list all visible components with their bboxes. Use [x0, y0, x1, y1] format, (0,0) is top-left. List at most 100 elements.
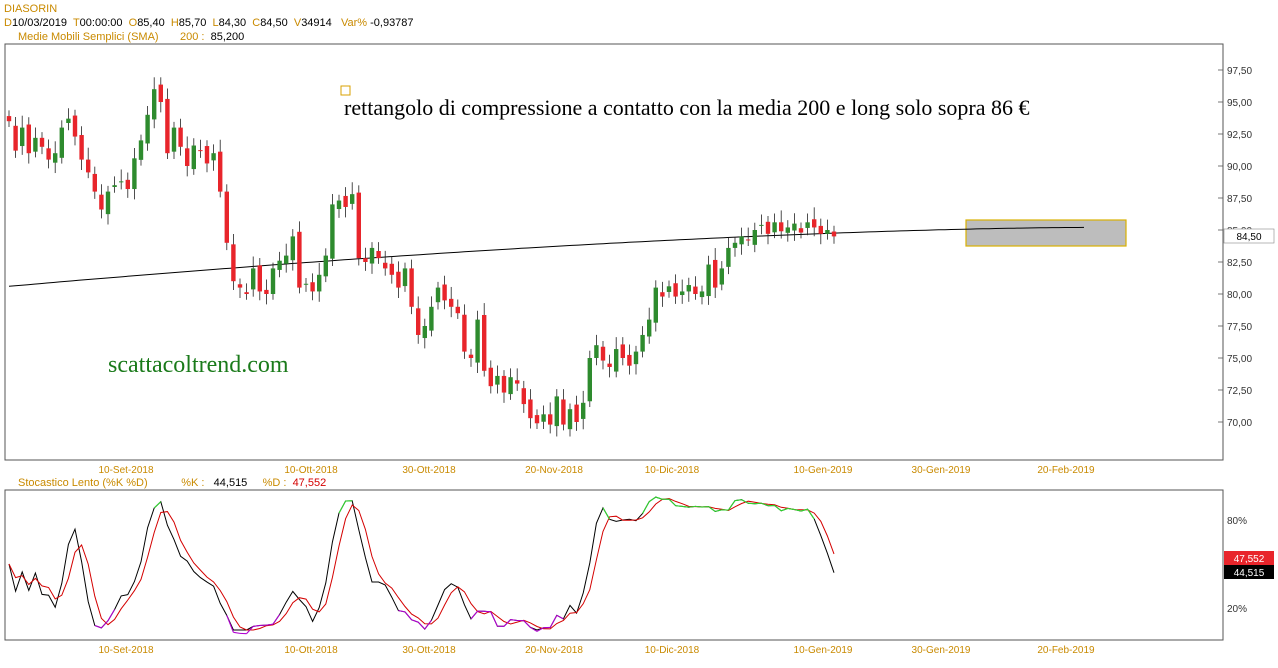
candle-body	[125, 179, 130, 190]
price-panel-frame	[4, 43, 1224, 461]
candle-body	[132, 158, 137, 190]
candle-body	[653, 287, 658, 323]
candle-body	[303, 283, 309, 285]
x-tick-label: 10-Dic-2018	[645, 645, 700, 656]
y-tick-label: 95,00	[1227, 98, 1252, 109]
candle-body	[442, 284, 447, 301]
stoch-extreme-segment	[411, 619, 419, 623]
candle-body	[310, 282, 315, 292]
x-tick-label: 30-Ott-2018	[402, 465, 456, 476]
candle-body	[26, 124, 31, 154]
candle-body	[825, 230, 830, 234]
stoch-extreme-segment	[688, 505, 696, 508]
candle-body	[600, 346, 606, 361]
candle-body	[284, 255, 289, 264]
candle-body	[72, 115, 78, 137]
candle-body	[449, 298, 454, 307]
y-tick-label: 82,50	[1227, 258, 1252, 269]
candle-body	[79, 135, 84, 160]
y-tick-label: 80,00	[1227, 290, 1252, 301]
x-tick-label: 20-Feb-2019	[1037, 645, 1095, 656]
stoch-extreme-segment	[800, 508, 808, 512]
candle-body	[785, 227, 790, 233]
candle-body	[20, 127, 25, 147]
candle-body	[759, 224, 764, 226]
candle-body	[13, 125, 18, 151]
candle-body	[376, 250, 381, 259]
stoch-extreme-segment	[754, 502, 762, 505]
candle-body	[39, 137, 45, 147]
d-value-label: 47,552	[1234, 554, 1265, 565]
candle-body	[257, 265, 262, 292]
candle-body	[594, 345, 599, 358]
candle-body	[389, 263, 394, 275]
candle-body	[33, 137, 38, 152]
candles-group	[6, 77, 837, 437]
candle-body	[363, 258, 368, 262]
candle-body	[53, 153, 58, 163]
candle-body	[92, 173, 97, 192]
candle-body	[198, 150, 203, 152]
candle-body	[581, 402, 586, 419]
candle-body	[66, 118, 71, 123]
stoch-extreme-segment	[490, 611, 498, 627]
stoch-extreme-segment	[417, 621, 426, 630]
last-price-tag	[1223, 228, 1275, 244]
x-tick-label: 10-Ott-2018	[284, 465, 338, 476]
candle-body	[482, 314, 487, 371]
candle-body	[185, 148, 190, 166]
stoch-extreme-segment	[695, 505, 703, 508]
x-tick-label: 30-Gen-2019	[912, 645, 971, 656]
stoch-extreme-segment	[807, 508, 815, 520]
candle-body	[191, 145, 196, 170]
stoch-tick-label: 20%	[1227, 604, 1247, 615]
stoch-extreme-segment	[470, 610, 479, 620]
candle-body	[779, 222, 784, 232]
stoch-extreme-segment	[153, 501, 162, 509]
candle-body	[178, 127, 183, 147]
annotation-text: rettangolo di compressione a contatto co…	[344, 95, 1030, 120]
candle-body	[356, 192, 361, 259]
candle-body	[264, 289, 269, 294]
candle-body	[706, 264, 711, 297]
stoch-extreme-segment	[226, 615, 234, 633]
candle-body	[607, 363, 612, 367]
candle-body	[317, 274, 322, 292]
candle-body	[713, 259, 718, 288]
stoch-extreme-segment	[107, 609, 116, 621]
y-tick-label: 97,50	[1227, 66, 1252, 77]
stoch-extreme-segment	[484, 610, 491, 613]
candle-body	[541, 414, 546, 422]
x-tick-label: 20-Nov-2018	[525, 465, 583, 476]
stoch-k-line	[8, 496, 835, 631]
sma200-line	[8, 226, 1085, 287]
candle-body	[6, 116, 12, 122]
y-tick-label: 77,50	[1227, 322, 1252, 333]
y-tick-label: 72,50	[1227, 386, 1252, 397]
candle-body	[416, 308, 421, 335]
stoch-extreme-segment	[787, 507, 795, 511]
candle-body	[270, 268, 276, 294]
y-tick-label: 87,50	[1227, 194, 1252, 205]
x-tick-label: 20-Nov-2018	[525, 645, 583, 656]
candle-body	[647, 319, 652, 337]
ohlc-readout: D10/03/2019 T00:00:00 O85,40 H85,70 L84,…	[4, 17, 414, 29]
stoch-legend: Stocastico Lento (%K %D) %K : 44,515 %D …	[18, 477, 327, 489]
candle-body	[138, 140, 144, 160]
k-value-label: 44,515	[1234, 568, 1265, 579]
candle-body	[501, 375, 507, 393]
x-tick-label: 30-Ott-2018	[402, 645, 456, 656]
y-tick-label: 92,50	[1227, 130, 1252, 141]
candle-body	[145, 114, 150, 144]
candle-body	[105, 191, 111, 215]
candle-body	[290, 236, 295, 261]
candle-body	[462, 314, 467, 352]
compression-rectangle	[965, 219, 1127, 247]
candle-body	[752, 230, 757, 245]
stoch-extreme-segment	[272, 614, 281, 625]
candle-body	[165, 98, 170, 154]
stoch-extreme-segment	[741, 499, 749, 504]
stoch-extreme-segment	[424, 620, 432, 630]
candle-body	[699, 291, 705, 298]
candle-body	[224, 191, 229, 243]
